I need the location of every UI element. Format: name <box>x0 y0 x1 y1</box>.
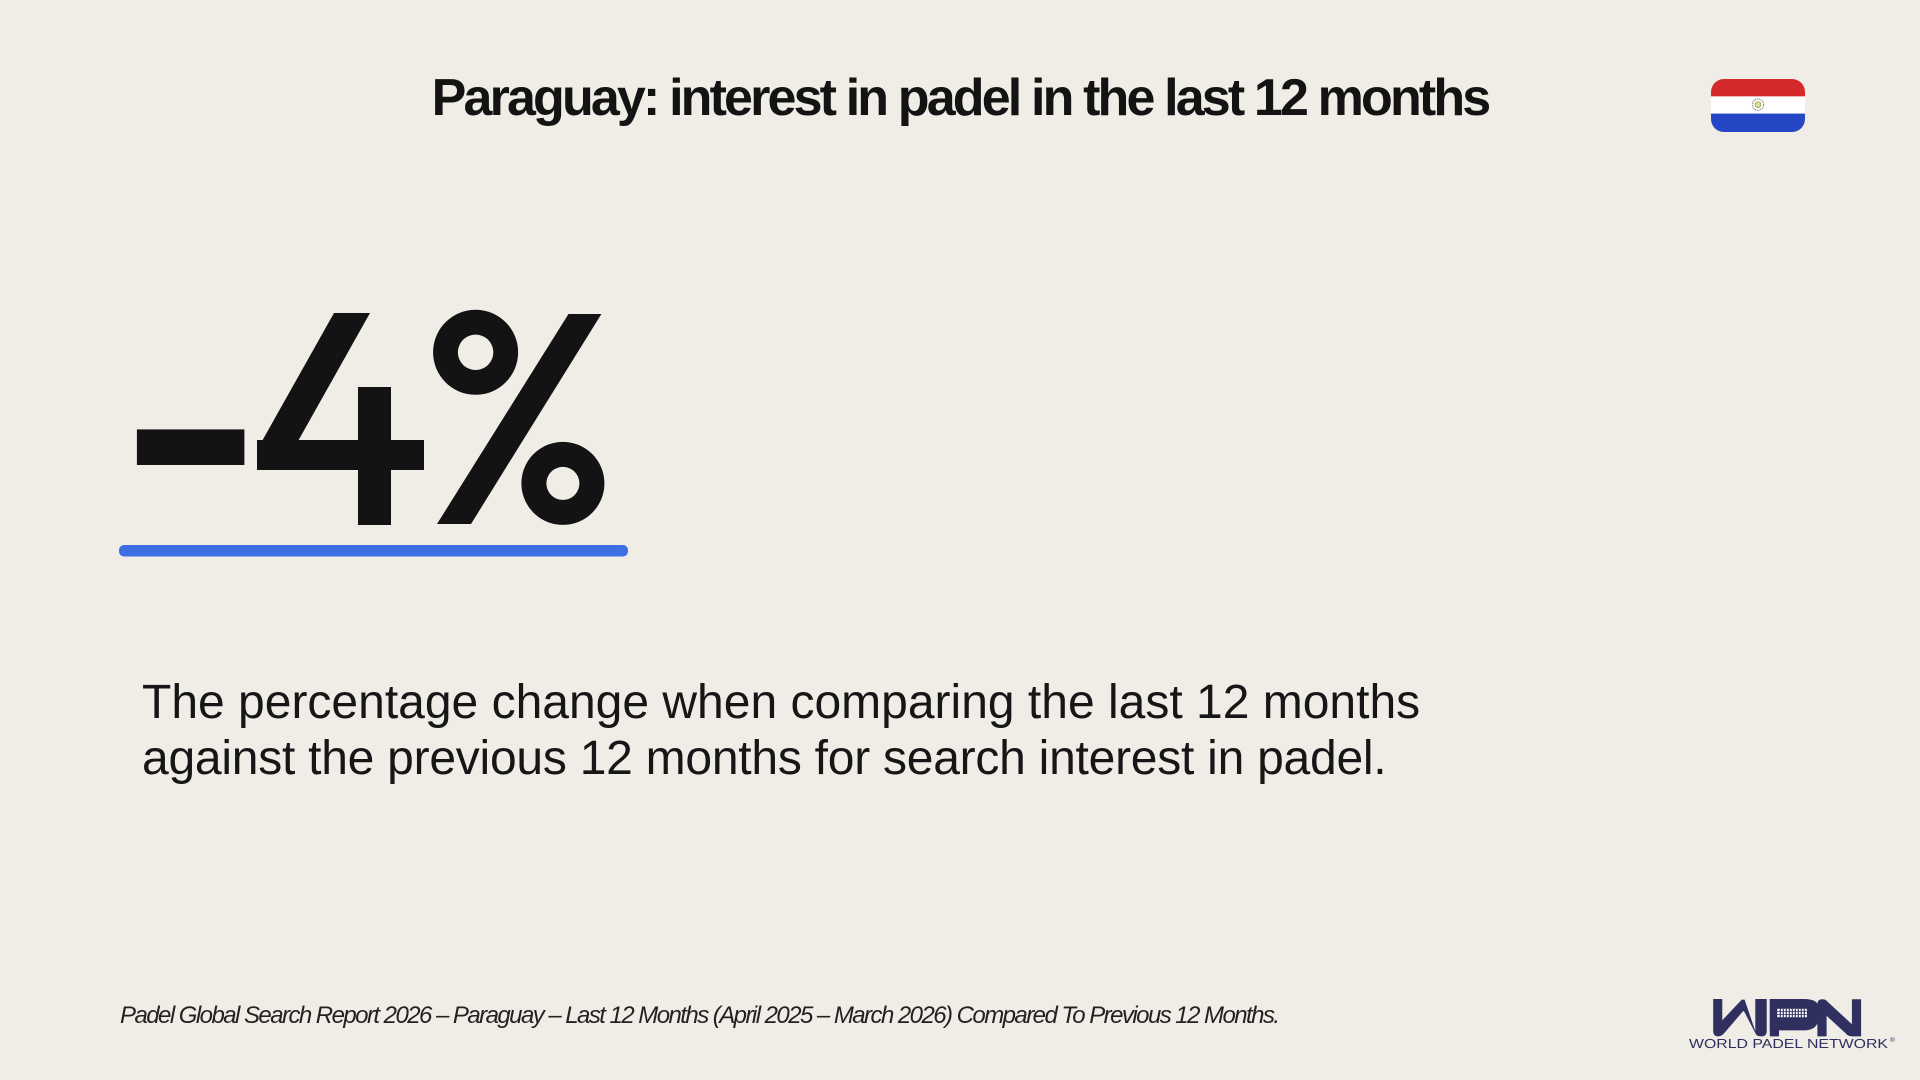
svg-text:WORLD PADEL NETWORK: WORLD PADEL NETWORK <box>1689 1036 1888 1051</box>
svg-text:®: ® <box>1890 1036 1895 1044</box>
